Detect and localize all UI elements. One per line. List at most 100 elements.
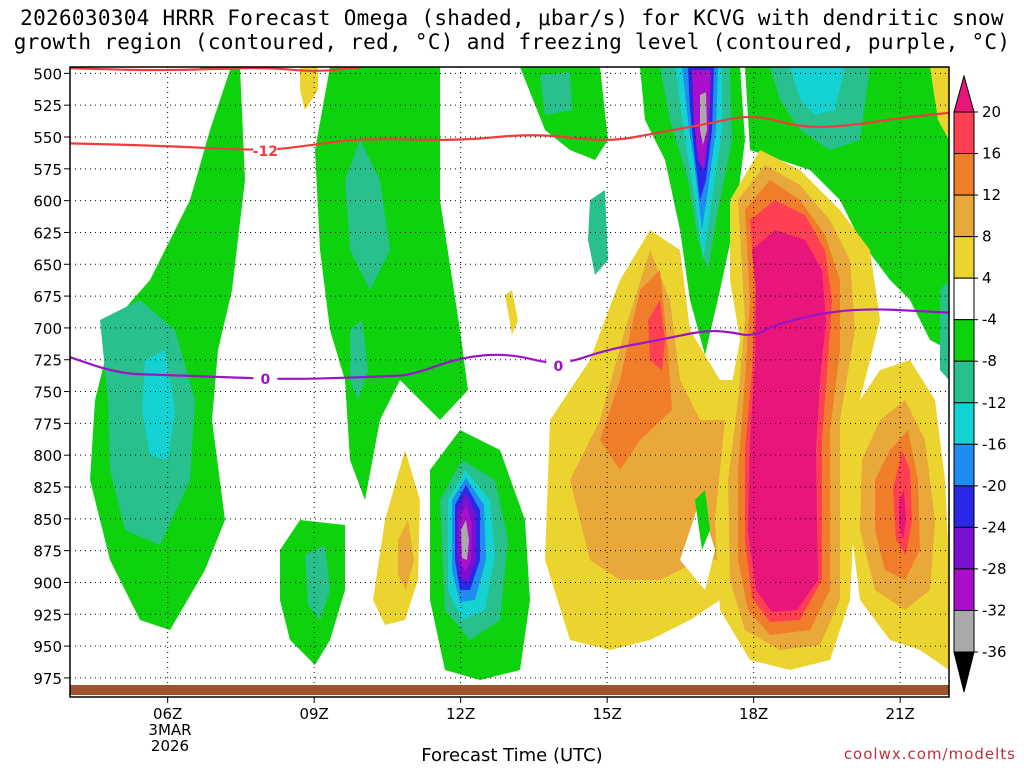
- colorbar: 20 16 12 8 4 -4 -8 -12 -16 -20 -24 -28 -32 -36: [953, 74, 1007, 693]
- contour-line: [70, 111, 949, 151]
- y-tick-label: 600: [33, 193, 62, 211]
- colorbar-bin: [953, 111, 975, 155]
- omega-region: [540, 72, 572, 115]
- y-tick-label: 950: [33, 638, 62, 656]
- omega-region: [142, 350, 175, 460]
- x-tick-label: 12Z: [446, 705, 475, 723]
- y-tick-label: 650: [33, 256, 62, 274]
- colorbar-bin: [953, 526, 975, 570]
- colorbar-bin: [953, 319, 975, 362]
- colorbar-label: 12: [982, 186, 1001, 204]
- contours: [70, 67, 949, 380]
- y-tick-label: 925: [33, 606, 62, 624]
- y-tick-label: 675: [33, 288, 62, 306]
- contour-label: 0: [553, 359, 563, 375]
- omega-region: [695, 490, 710, 550]
- x-date-line-2: 2026: [150, 737, 190, 755]
- y-tick-label: 975: [33, 670, 62, 688]
- omega-region: [461, 520, 469, 560]
- colorbar-label: -24: [982, 518, 1007, 536]
- colorbar-label: -32: [982, 601, 1007, 619]
- y-tick-label: 550: [33, 129, 62, 147]
- y-tick-label: 575: [33, 161, 62, 179]
- omega-region: [940, 280, 949, 380]
- contour-label: -12: [253, 144, 278, 160]
- y-tick-label: 525: [33, 97, 62, 115]
- colorbar-label: -16: [982, 435, 1007, 453]
- omega-region: [930, 67, 949, 140]
- y-tick-label: 775: [33, 415, 62, 433]
- y-tick-label: 875: [33, 543, 62, 561]
- omega-region: [440, 67, 550, 400]
- omega-region: [899, 490, 906, 540]
- colorbar-label: -4: [982, 311, 997, 329]
- colorbar-bin: [953, 402, 975, 445]
- contour-label-bg: [253, 370, 278, 387]
- colorbar-label: -8: [982, 352, 997, 370]
- colorbar-label: 4: [982, 269, 992, 287]
- x-axis: 06Z 09Z 12Z 15Z 18Z 21Z: [153, 697, 915, 723]
- omega-region: [505, 290, 518, 335]
- colorbar-under-arrow: [953, 651, 975, 693]
- contour-line: [70, 308, 949, 380]
- colorbar-label: -20: [982, 477, 1007, 495]
- colorbar-bin: [953, 194, 975, 238]
- omega-region: [70, 67, 200, 360]
- colorbar-bin: [953, 153, 975, 196]
- plot-frame: [69, 66, 950, 698]
- y-tick-label: 825: [33, 479, 62, 497]
- contour-label: 0: [260, 372, 270, 388]
- grid: [70, 67, 949, 697]
- colorbar-bin: [953, 277, 975, 321]
- omega-region: [350, 320, 368, 400]
- colorbar-label: 8: [982, 228, 992, 246]
- colorbar-bin: [953, 568, 975, 611]
- y-tick-label: 750: [33, 384, 62, 402]
- colorbar-bin: [953, 236, 975, 279]
- ground-strip: [70, 685, 949, 695]
- omega-region: [305, 545, 330, 620]
- y-tick-label: 500: [33, 65, 62, 83]
- colorbar-label: 16: [982, 145, 1001, 163]
- contour-label-bg: [546, 358, 571, 375]
- omega-region: [398, 520, 414, 590]
- x-tick-label: 18Z: [739, 705, 768, 723]
- x-date-label: 3MAR 2026: [140, 722, 200, 754]
- credit-link[interactable]: coolwx.com/modelts: [843, 745, 1016, 763]
- x-tick-label: 15Z: [592, 705, 621, 723]
- contour-label-bg: [253, 143, 278, 159]
- y-axis: 500 525 550 575 600 625 650 675 700 725 750 775 800 8…: [33, 65, 70, 688]
- colorbar-bin: [953, 609, 975, 653]
- omega-region: [745, 67, 949, 350]
- x-tick-label: 21Z: [885, 705, 914, 723]
- y-tick-label: 850: [33, 511, 62, 529]
- x-tick-label: 06Z: [153, 705, 182, 723]
- colorbar-bin: [953, 443, 975, 487]
- colorbar-label: -36: [982, 643, 1007, 661]
- y-tick-label: 725: [33, 352, 62, 370]
- x-axis-label: Forecast Time (UTC): [421, 745, 603, 766]
- colorbar-bin: [953, 485, 975, 528]
- colorbar-label: 20: [982, 103, 1001, 121]
- y-tick-label: 700: [33, 320, 62, 338]
- omega-region: [790, 67, 845, 115]
- omega-region: [588, 190, 608, 275]
- colorbar-over-arrow: [953, 74, 975, 113]
- x-tick-label: 09Z: [299, 705, 328, 723]
- contour-labels: -12 0 0: [253, 143, 571, 388]
- omega-region: [648, 300, 665, 370]
- y-tick-label: 900: [33, 574, 62, 592]
- omega-region: [300, 67, 318, 110]
- y-tick-label: 625: [33, 224, 62, 242]
- x-date-line-1: 3MAR: [148, 721, 192, 739]
- colorbar-bin: [953, 360, 975, 404]
- omega-region: [748, 230, 826, 612]
- y-tick-label: 800: [33, 447, 62, 465]
- contour-line: [70, 67, 364, 72]
- omega-region: [345, 140, 390, 290]
- colorbar-label: -12: [982, 394, 1007, 412]
- omega-shading: [70, 67, 949, 680]
- chart-title: 2026030304 HRRR Forecast Omega (shaded, …: [13, 6, 1011, 54]
- colorbar-label: -28: [982, 560, 1007, 578]
